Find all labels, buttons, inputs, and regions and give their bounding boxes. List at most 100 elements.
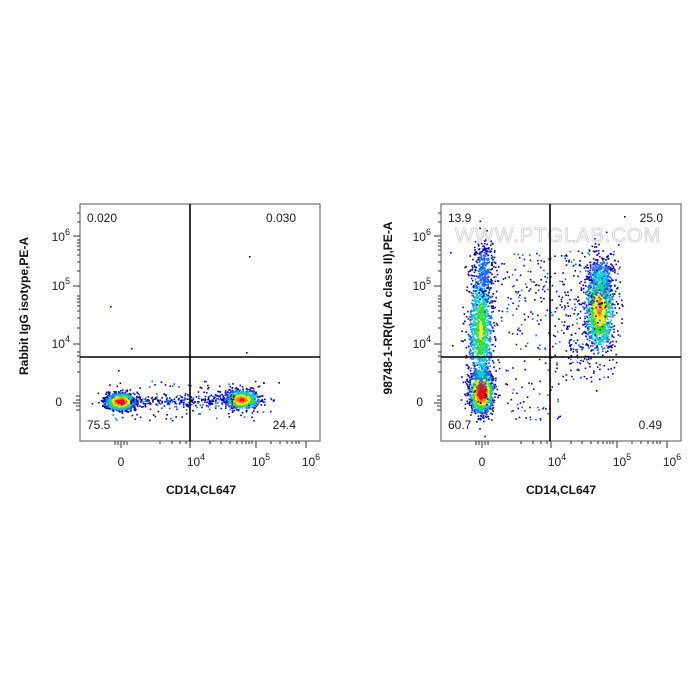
panel-1-y-tick-1e4: 104: [52, 334, 70, 351]
panel-1-population-dot: [230, 402, 232, 405]
panel-1-population-dot: [231, 406, 234, 409]
panel-1-population-dot: [230, 407, 233, 409]
panel-2-population-dot: [488, 401, 491, 404]
panel-1-population-dot: [110, 396, 112, 398]
panel-1-population-dot: [207, 396, 210, 398]
panel-2-population-dot: [461, 330, 463, 332]
panel-2-population-dot: [473, 396, 476, 399]
panel-1-population-dot: [234, 387, 237, 390]
panel-1-population-dot: [185, 404, 188, 407]
panel-2-population-dot: [479, 331, 481, 334]
panel-2-population-dot: [473, 305, 475, 308]
panel-2-population-dot: [479, 400, 482, 402]
panel-2-population-dot: [469, 269, 472, 272]
panel-1-population-dot: [112, 414, 115, 416]
panel-2-population-dot: [481, 365, 483, 368]
panel-2-population-dot: [478, 316, 481, 318]
panel-1-population-dot: [163, 393, 165, 395]
panel-2-population-dot: [490, 353, 492, 355]
panel-1-population-dot: [204, 398, 207, 400]
panel-1-population-dot: [104, 398, 106, 401]
panel-2-population-dot: [474, 266, 476, 268]
panel-1-population-dot: [253, 395, 255, 398]
panel-1-population-dot: [120, 395, 123, 398]
panel-2-population-dot: [486, 391, 489, 393]
panel-1-population-dot: [105, 391, 108, 394]
panel-2-population-dot: [487, 329, 490, 332]
panel-2-population-dot: [490, 373, 492, 375]
panel-2-population-dot: [484, 326, 486, 329]
panel-1-population-dot: [133, 404, 136, 406]
panel-2-population-dot: [489, 398, 491, 401]
panel-1-population-dot: [246, 352, 248, 354]
panel-2-population-dot: [477, 398, 479, 401]
panel-2-population-dot: [468, 274, 470, 277]
panel-1-population-dot: [244, 391, 246, 394]
panel-2-population-dot: [487, 406, 489, 408]
panel-1-population-dot: [239, 406, 241, 409]
panel-2-population-dot: [468, 402, 471, 404]
panel-2-population-dot: [467, 387, 470, 390]
panel-1-population-dot: [145, 397, 147, 399]
panel-1-population-dot: [106, 405, 108, 408]
panel-2-population-dot: [482, 394, 484, 396]
panel-1-population-dot: [108, 408, 110, 410]
panel-1-dots: [91, 256, 280, 422]
panel-2-population-dot: [474, 348, 476, 350]
panel-2-population-dot: [479, 379, 482, 381]
panel-2-population-dot: [488, 382, 490, 385]
panel-1-population-dot: [205, 404, 208, 407]
panel-1-population-dot: [181, 416, 183, 418]
panel-1-population-dot: [121, 409, 123, 411]
panel-1-population-dot: [251, 412, 254, 414]
panel-2-population-dot: [473, 395, 475, 397]
panel-1-population-dot: [229, 395, 232, 398]
panel-2-population-dot: [467, 273, 470, 275]
panel-2-population-dot: [472, 353, 474, 355]
panel-1-population-dot: [126, 408, 128, 410]
panel-2-population-dot: [486, 343, 489, 345]
panel-1-population-dot: [118, 370, 120, 372]
panel-1-population-dot: [115, 391, 117, 393]
panel-1-population-dot: [155, 397, 157, 400]
panel-1-population-dot: [192, 398, 194, 401]
panel-1-population-dot: [117, 408, 120, 411]
panel-2-population-dot: [467, 271, 470, 273]
panel-1-population-dot: [112, 393, 114, 395]
panel-1-population-dot: [135, 402, 138, 404]
panel-1-population-dot: [233, 405, 235, 408]
panel-1-population-dot: [252, 406, 255, 408]
panel-1-population-dot: [235, 404, 238, 406]
panel-2-population-dot: [471, 409, 474, 411]
panel-2-population-dot: [475, 332, 477, 335]
panel-2-population-dot: [470, 337, 473, 339]
panel-1-population-dot: [258, 385, 261, 388]
panel-2-population-dot: [469, 320, 472, 322]
panel-1-population-dot: [249, 256, 251, 258]
panel-1-population-dot: [231, 387, 234, 389]
panel-1-population-dot: [258, 401, 260, 404]
panel-2-population-dot: [478, 396, 481, 398]
panel-2-population-dot: [482, 343, 485, 346]
panel-2-population-dot: [473, 398, 476, 400]
panel-1-population-dot: [254, 397, 257, 400]
panel-2-population-dot: [460, 399, 463, 401]
panel-1-population-dot: [245, 396, 247, 398]
panel-1-population-dot: [220, 407, 223, 410]
panel-1-population-dot: [236, 401, 238, 404]
panel-1-population-dot: [123, 396, 126, 399]
panel-1-population-dot: [227, 401, 229, 404]
panel-1-population-dot: [120, 397, 122, 399]
panel-1-population-dot: [179, 394, 181, 397]
panel-1-population-dot: [124, 406, 126, 408]
panel-1-population-dot: [253, 419, 255, 422]
panel-1-population-dot: [248, 390, 251, 392]
panel-2-population-dot: [484, 415, 487, 418]
panel-1-population-dot: [159, 399, 162, 402]
panel-1-population-dot: [111, 409, 114, 411]
panel-1-population-dot: [235, 406, 238, 409]
panel-2-population-dot: [473, 303, 476, 306]
panel-1-population-dot: [264, 398, 266, 401]
panel-1-population-dot: [250, 403, 253, 406]
panel-1-population-dot: [113, 390, 115, 393]
